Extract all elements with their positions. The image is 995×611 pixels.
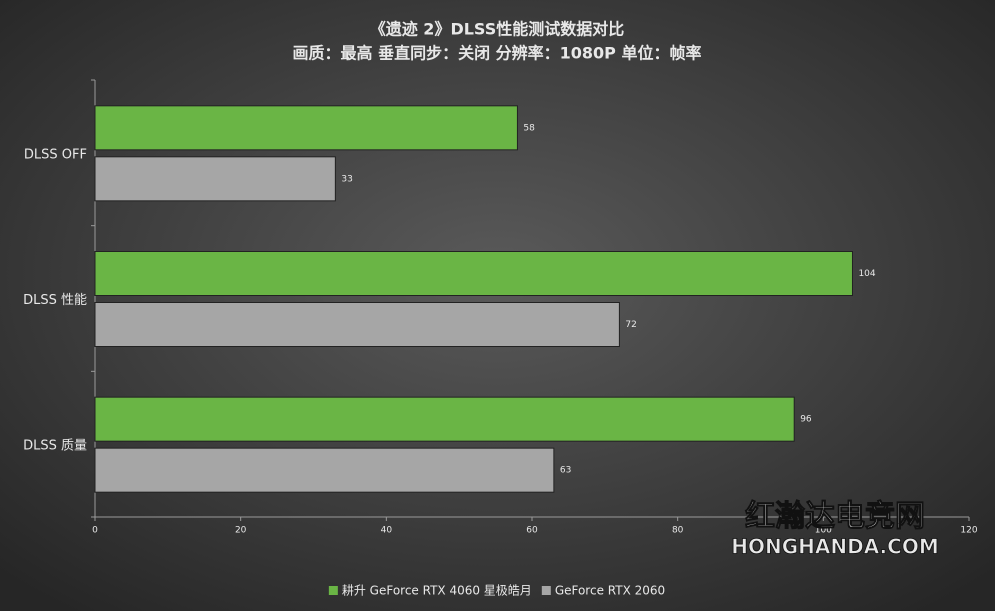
value-label: 72 — [625, 320, 636, 330]
value-label: 33 — [341, 174, 352, 184]
x-tick-label: 120 — [960, 526, 977, 536]
watermark-name: 红瀚达电竞网 — [745, 499, 925, 534]
bar — [94, 302, 620, 347]
y-tick-label: DLSS 性能 — [23, 293, 87, 308]
legend-label: GeForce RTX 2060 — [555, 584, 665, 598]
bar — [94, 156, 336, 202]
legend-label: 耕升 GeForce RTX 4060 星极皓月 — [342, 583, 532, 598]
x-tick-label: 100 — [815, 526, 832, 536]
value-label: 96 — [800, 415, 812, 425]
y-tick-label: DLSS OFF — [24, 147, 87, 162]
value-label: 104 — [858, 269, 875, 279]
value-label: 58 — [523, 123, 535, 133]
x-tick-label: 20 — [235, 526, 247, 536]
x-tick-label: 60 — [526, 526, 538, 536]
value-label: 63 — [560, 466, 571, 476]
chart-subtitle: 画质：最高 垂直同步：关闭 分辨率：1080P 单位：帧率 — [293, 44, 702, 63]
watermark-url: HONGHANDA.COM — [731, 535, 938, 559]
bar — [94, 447, 555, 493]
y-tick-label: DLSS 质量 — [23, 439, 87, 454]
chart-title: 《遗迹 2》DLSS性能测试数据对比 — [370, 20, 625, 39]
x-tick-label: 40 — [381, 526, 393, 536]
legend-swatch — [328, 586, 338, 595]
bar — [94, 251, 853, 296]
x-tick-label: 80 — [672, 526, 684, 536]
legend-swatch — [541, 586, 551, 595]
bar — [94, 396, 795, 442]
x-tick-label: 0 — [92, 526, 98, 536]
bar — [94, 105, 518, 151]
